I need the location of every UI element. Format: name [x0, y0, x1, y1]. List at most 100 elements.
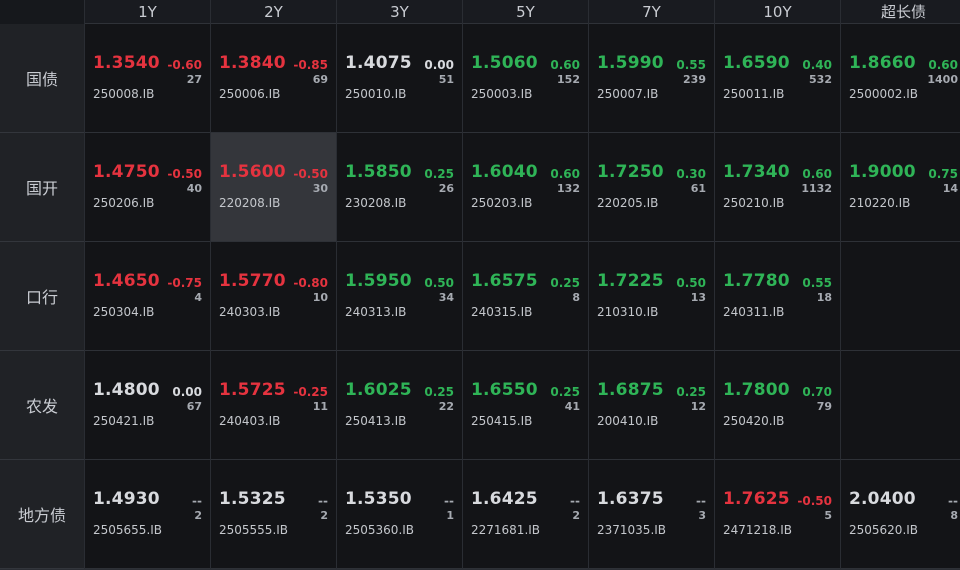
quote-cell[interactable]: 1.6590 0.40 532 250011.IB [715, 24, 840, 133]
yield-value: 1.5060 [471, 53, 538, 73]
quote-cell[interactable]: 1.6040 0.60 132 250203.IB [463, 133, 588, 242]
quote-cell[interactable]: 1.7340 0.60 1132 250210.IB [715, 133, 840, 242]
col-header-10y[interactable]: 10Y [715, 0, 840, 24]
quote-cell[interactable]: 1.6875 0.25 12 200410.IB [589, 351, 714, 460]
quote-cell[interactable]: 1.6550 0.25 41 250415.IB [463, 351, 588, 460]
yield-value: 1.4750 [93, 162, 160, 182]
quote-cell[interactable]: 1.4075 0.00 51 250010.IB [337, 24, 462, 133]
quote-cell[interactable]: 1.5325 -- 2 2505555.IB [211, 460, 336, 569]
row-header-treasury[interactable]: 国债 [0, 24, 84, 133]
col-header-2y[interactable]: 2Y [211, 0, 336, 24]
quote-cell[interactable]: 1.7780 0.55 18 240311.IB [715, 242, 840, 351]
quote-cell[interactable]: 1.7800 0.70 79 250420.IB [715, 351, 840, 460]
bond-code: 2500002.IB [849, 87, 919, 101]
quote-cell[interactable]: 1.7225 0.50 13 210310.IB [589, 242, 714, 351]
row-header-local-gov[interactable]: 地方债 [0, 460, 84, 569]
volume-count: 27 [186, 73, 202, 86]
volume-count: 12 [690, 400, 706, 413]
bond-code: 250304.IB [93, 305, 155, 319]
change-value: -- [696, 494, 706, 508]
quote-cell[interactable]: 1.6025 0.25 22 250413.IB [337, 351, 462, 460]
quote-cell[interactable]: 1.3540 -0.60 27 250008.IB [85, 24, 210, 133]
col-header-1y[interactable]: 1Y [85, 0, 210, 24]
yield-value: 1.5350 [345, 489, 412, 509]
yield-value: 1.6375 [597, 489, 664, 509]
change-value: 0.60 [928, 58, 958, 72]
quote-cell[interactable]: 1.7625 -0.50 5 2471218.IB [715, 460, 840, 569]
volume-count: 79 [816, 400, 832, 413]
volume-count: 61 [690, 182, 706, 195]
yield-value: 1.3540 [93, 53, 160, 73]
bond-code: 2471218.IB [723, 523, 793, 537]
yield-value: 1.3840 [219, 53, 286, 73]
change-value: 0.30 [676, 167, 706, 181]
col-header-ultra-long[interactable]: 超长债 [841, 0, 960, 24]
bond-code: 2271681.IB [471, 523, 541, 537]
empty-cell [841, 242, 960, 351]
volume-count: 8 [950, 509, 958, 522]
quote-cell[interactable]: 2.0400 -- 8 2505620.IB [841, 460, 960, 569]
yield-value: 1.7625 [723, 489, 790, 509]
yield-value: 2.0400 [849, 489, 916, 509]
volume-count: 4 [194, 291, 202, 304]
col-header-3y[interactable]: 3Y [337, 0, 462, 24]
volume-count: 14 [942, 182, 958, 195]
bond-code: 2505360.IB [345, 523, 415, 537]
quote-cell[interactable]: 1.8660 0.60 1400 2500002.IB [841, 24, 960, 133]
change-value: -0.25 [293, 385, 328, 399]
change-value: -0.50 [293, 167, 328, 181]
change-value: 0.50 [676, 276, 706, 290]
quote-cell[interactable]: 1.7250 0.30 61 220205.IB [589, 133, 714, 242]
row-header-exim[interactable]: 口行 [0, 242, 84, 351]
volume-count: 18 [816, 291, 832, 304]
quote-cell[interactable]: 1.4650 -0.75 4 250304.IB [85, 242, 210, 351]
yield-value: 1.5850 [345, 162, 412, 182]
bond-code: 230208.IB [345, 196, 407, 210]
bond-code: 250003.IB [471, 87, 533, 101]
volume-count: 152 [557, 73, 580, 86]
quote-cell[interactable]: 1.5770 -0.80 10 240303.IB [211, 242, 336, 351]
bond-code: 250006.IB [219, 87, 281, 101]
change-value: -0.75 [167, 276, 202, 290]
volume-count: 8 [572, 291, 580, 304]
row-header-cdb[interactable]: 国开 [0, 133, 84, 242]
volume-count: 51 [438, 73, 454, 86]
yield-value: 1.6590 [723, 53, 790, 73]
quote-cell[interactable]: 1.6575 0.25 8 240315.IB [463, 242, 588, 351]
quote-cell[interactable]: 1.4750 -0.50 40 250206.IB [85, 133, 210, 242]
quote-cell[interactable]: 1.5990 0.55 239 250007.IB [589, 24, 714, 133]
yield-value: 1.5990 [597, 53, 664, 73]
quote-cell[interactable]: 1.3840 -0.85 69 250006.IB [211, 24, 336, 133]
change-value: 0.50 [424, 276, 454, 290]
quote-cell[interactable]: 1.9000 0.75 14 210220.IB [841, 133, 960, 242]
bond-code: 2505555.IB [219, 523, 289, 537]
change-value: -- [192, 494, 202, 508]
quote-cell[interactable]: 1.5350 -- 1 2505360.IB [337, 460, 462, 569]
quote-cell[interactable]: 1.6425 -- 2 2271681.IB [463, 460, 588, 569]
row-header-adbc[interactable]: 农发 [0, 351, 84, 460]
quote-cell[interactable]: 1.4800 0.00 67 250421.IB [85, 351, 210, 460]
quote-cell[interactable]: 1.5850 0.25 26 230208.IB [337, 133, 462, 242]
bond-code: 250206.IB [93, 196, 155, 210]
quote-cell[interactable]: 1.5060 0.60 152 250003.IB [463, 24, 588, 133]
change-value: 0.25 [424, 385, 454, 399]
change-value: -0.80 [293, 276, 328, 290]
bond-code: 250203.IB [471, 196, 533, 210]
change-value: 0.25 [550, 385, 580, 399]
volume-count: 13 [690, 291, 706, 304]
corner-cell [0, 0, 84, 24]
col-header-5y[interactable]: 5Y [463, 0, 588, 24]
bond-code: 240403.IB [219, 414, 281, 428]
quote-cell[interactable]: 1.6375 -- 3 2371035.IB [589, 460, 714, 569]
quote-cell[interactable]: 1.5950 0.50 34 240313.IB [337, 242, 462, 351]
change-value: -0.60 [167, 58, 202, 72]
quote-cell[interactable]: 1.4930 -- 2 2505655.IB [85, 460, 210, 569]
volume-count: 69 [312, 73, 328, 86]
volume-count: 2 [572, 509, 580, 522]
quote-cell[interactable]: 1.5725 -0.25 11 240403.IB [211, 351, 336, 460]
bond-code: 240313.IB [345, 305, 407, 319]
bond-code: 250007.IB [597, 87, 659, 101]
quote-cell[interactable]: 1.5600 -0.50 30 220208.IB [211, 133, 336, 242]
col-header-7y[interactable]: 7Y [589, 0, 714, 24]
